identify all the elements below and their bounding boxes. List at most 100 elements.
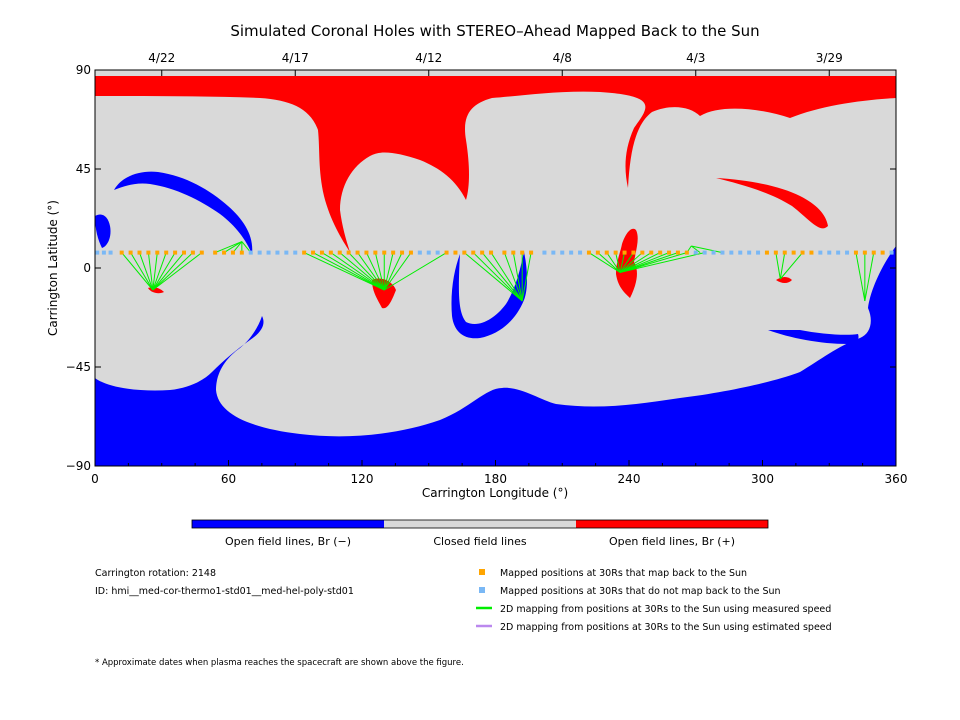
mapped-point — [880, 250, 885, 255]
mapped-point — [604, 250, 609, 255]
colorbar-open-positive — [576, 520, 768, 528]
mapped-point — [871, 250, 876, 255]
mapped-point — [128, 250, 133, 255]
y-tick-label: −90 — [66, 459, 91, 473]
unmapped-point — [569, 250, 574, 255]
model-id: ID: hmi__med-cor-thermo1-std01__med-hel-… — [95, 586, 354, 597]
unmapped-point — [101, 250, 106, 255]
colorbar-label-positive: Open field lines, Br (+) — [609, 535, 735, 548]
y-tick-label: 0 — [83, 261, 91, 275]
mapped-point — [373, 250, 378, 255]
legend-marker-unmapped — [479, 587, 485, 593]
carrington-rotation: Carrington rotation: 2148 — [95, 568, 216, 579]
y-tick-label: 90 — [76, 63, 91, 77]
mapped-point — [489, 250, 494, 255]
mapped-point — [764, 250, 769, 255]
mapping-line — [223, 241, 243, 254]
mapping-line — [864, 252, 875, 302]
mapped-point — [658, 250, 663, 255]
mapped-point — [444, 250, 449, 255]
mapped-point — [146, 250, 151, 255]
mapped-point — [649, 250, 654, 255]
north-coronal-hole-arm — [716, 178, 828, 229]
mapped-point — [773, 250, 778, 255]
mapped-point — [213, 250, 218, 255]
x-tick-label: 360 — [885, 472, 908, 486]
top-date-label: 4/17 — [282, 51, 309, 65]
mapping-line — [619, 252, 661, 273]
unmapped-point — [818, 250, 823, 255]
top-date-label: 3/29 — [816, 51, 843, 65]
x-tick-label: 0 — [91, 472, 99, 486]
mapping-line — [130, 252, 154, 291]
mapping-line — [348, 252, 385, 291]
unmapped-point — [257, 250, 262, 255]
mapping-line — [597, 252, 621, 273]
mapped-point — [391, 250, 396, 255]
mapped-point — [471, 250, 476, 255]
mapped-point — [800, 250, 805, 255]
y-tick-label: 45 — [76, 162, 91, 176]
unmapped-point — [889, 250, 894, 255]
mapping-line — [152, 252, 158, 291]
west-limb-negative-strip — [95, 214, 111, 248]
x-tick-label: 60 — [221, 472, 236, 486]
legend: Mapped positions at 30Rs that map back t… — [476, 568, 832, 633]
mapping-line — [383, 252, 412, 291]
mapping-line — [619, 252, 643, 273]
mapped-point — [190, 250, 195, 255]
mapped-point — [311, 250, 316, 255]
mapped-point — [222, 250, 227, 255]
mapping-line — [619, 252, 652, 273]
mapped-point — [400, 250, 405, 255]
mapped-point — [230, 250, 235, 255]
x-tick-label: 120 — [351, 472, 374, 486]
mapping-line — [339, 252, 385, 291]
measured-mapping-lines — [121, 241, 875, 302]
north-polar-coronal-hole — [95, 76, 896, 252]
unmapped-point — [275, 250, 280, 255]
mapped-point — [199, 250, 204, 255]
unmapped-point — [108, 250, 113, 255]
mapping-line — [374, 252, 385, 291]
mapped-point — [462, 250, 467, 255]
y-axis-label: Carrington Latitude (°) — [46, 200, 60, 336]
mapped-point — [613, 250, 618, 255]
equatorial-positive-patch-3 — [616, 228, 638, 298]
mapping-line — [588, 252, 621, 273]
legend-label-mapped: Mapped positions at 30Rs that map back t… — [500, 568, 747, 579]
x-axis-label: Carrington Longitude (°) — [422, 486, 568, 500]
mapped-point — [791, 250, 796, 255]
mapped-point — [640, 250, 645, 255]
mapping-line — [855, 252, 866, 302]
x-tick-label: 240 — [618, 472, 641, 486]
mapping-line — [312, 252, 385, 291]
mapping-line — [779, 252, 786, 280]
mapped-point — [319, 250, 324, 255]
mapping-line — [139, 252, 154, 291]
mapped-point — [364, 250, 369, 255]
mapped-point — [155, 250, 160, 255]
unmapped-point — [578, 250, 583, 255]
unmapped-point — [702, 250, 707, 255]
unmapped-point — [293, 250, 298, 255]
mapping-line — [383, 252, 394, 291]
mapping-line — [121, 252, 154, 291]
mapping-line — [152, 252, 203, 291]
mapped-point — [408, 250, 413, 255]
mapped-point — [302, 250, 307, 255]
mapped-point — [622, 250, 627, 255]
mapping-line — [383, 252, 403, 291]
mapping-line — [330, 252, 385, 291]
mapped-point — [480, 250, 485, 255]
mapping-line — [152, 252, 185, 291]
unmapped-point — [266, 250, 271, 255]
unmapped-point — [284, 250, 289, 255]
colorbar-open-negative — [192, 520, 384, 528]
unmapped-point — [95, 250, 100, 255]
unmapped-point — [845, 250, 850, 255]
mapping-line — [691, 245, 701, 254]
mapped-point — [684, 250, 689, 255]
mapping-line — [214, 241, 243, 254]
